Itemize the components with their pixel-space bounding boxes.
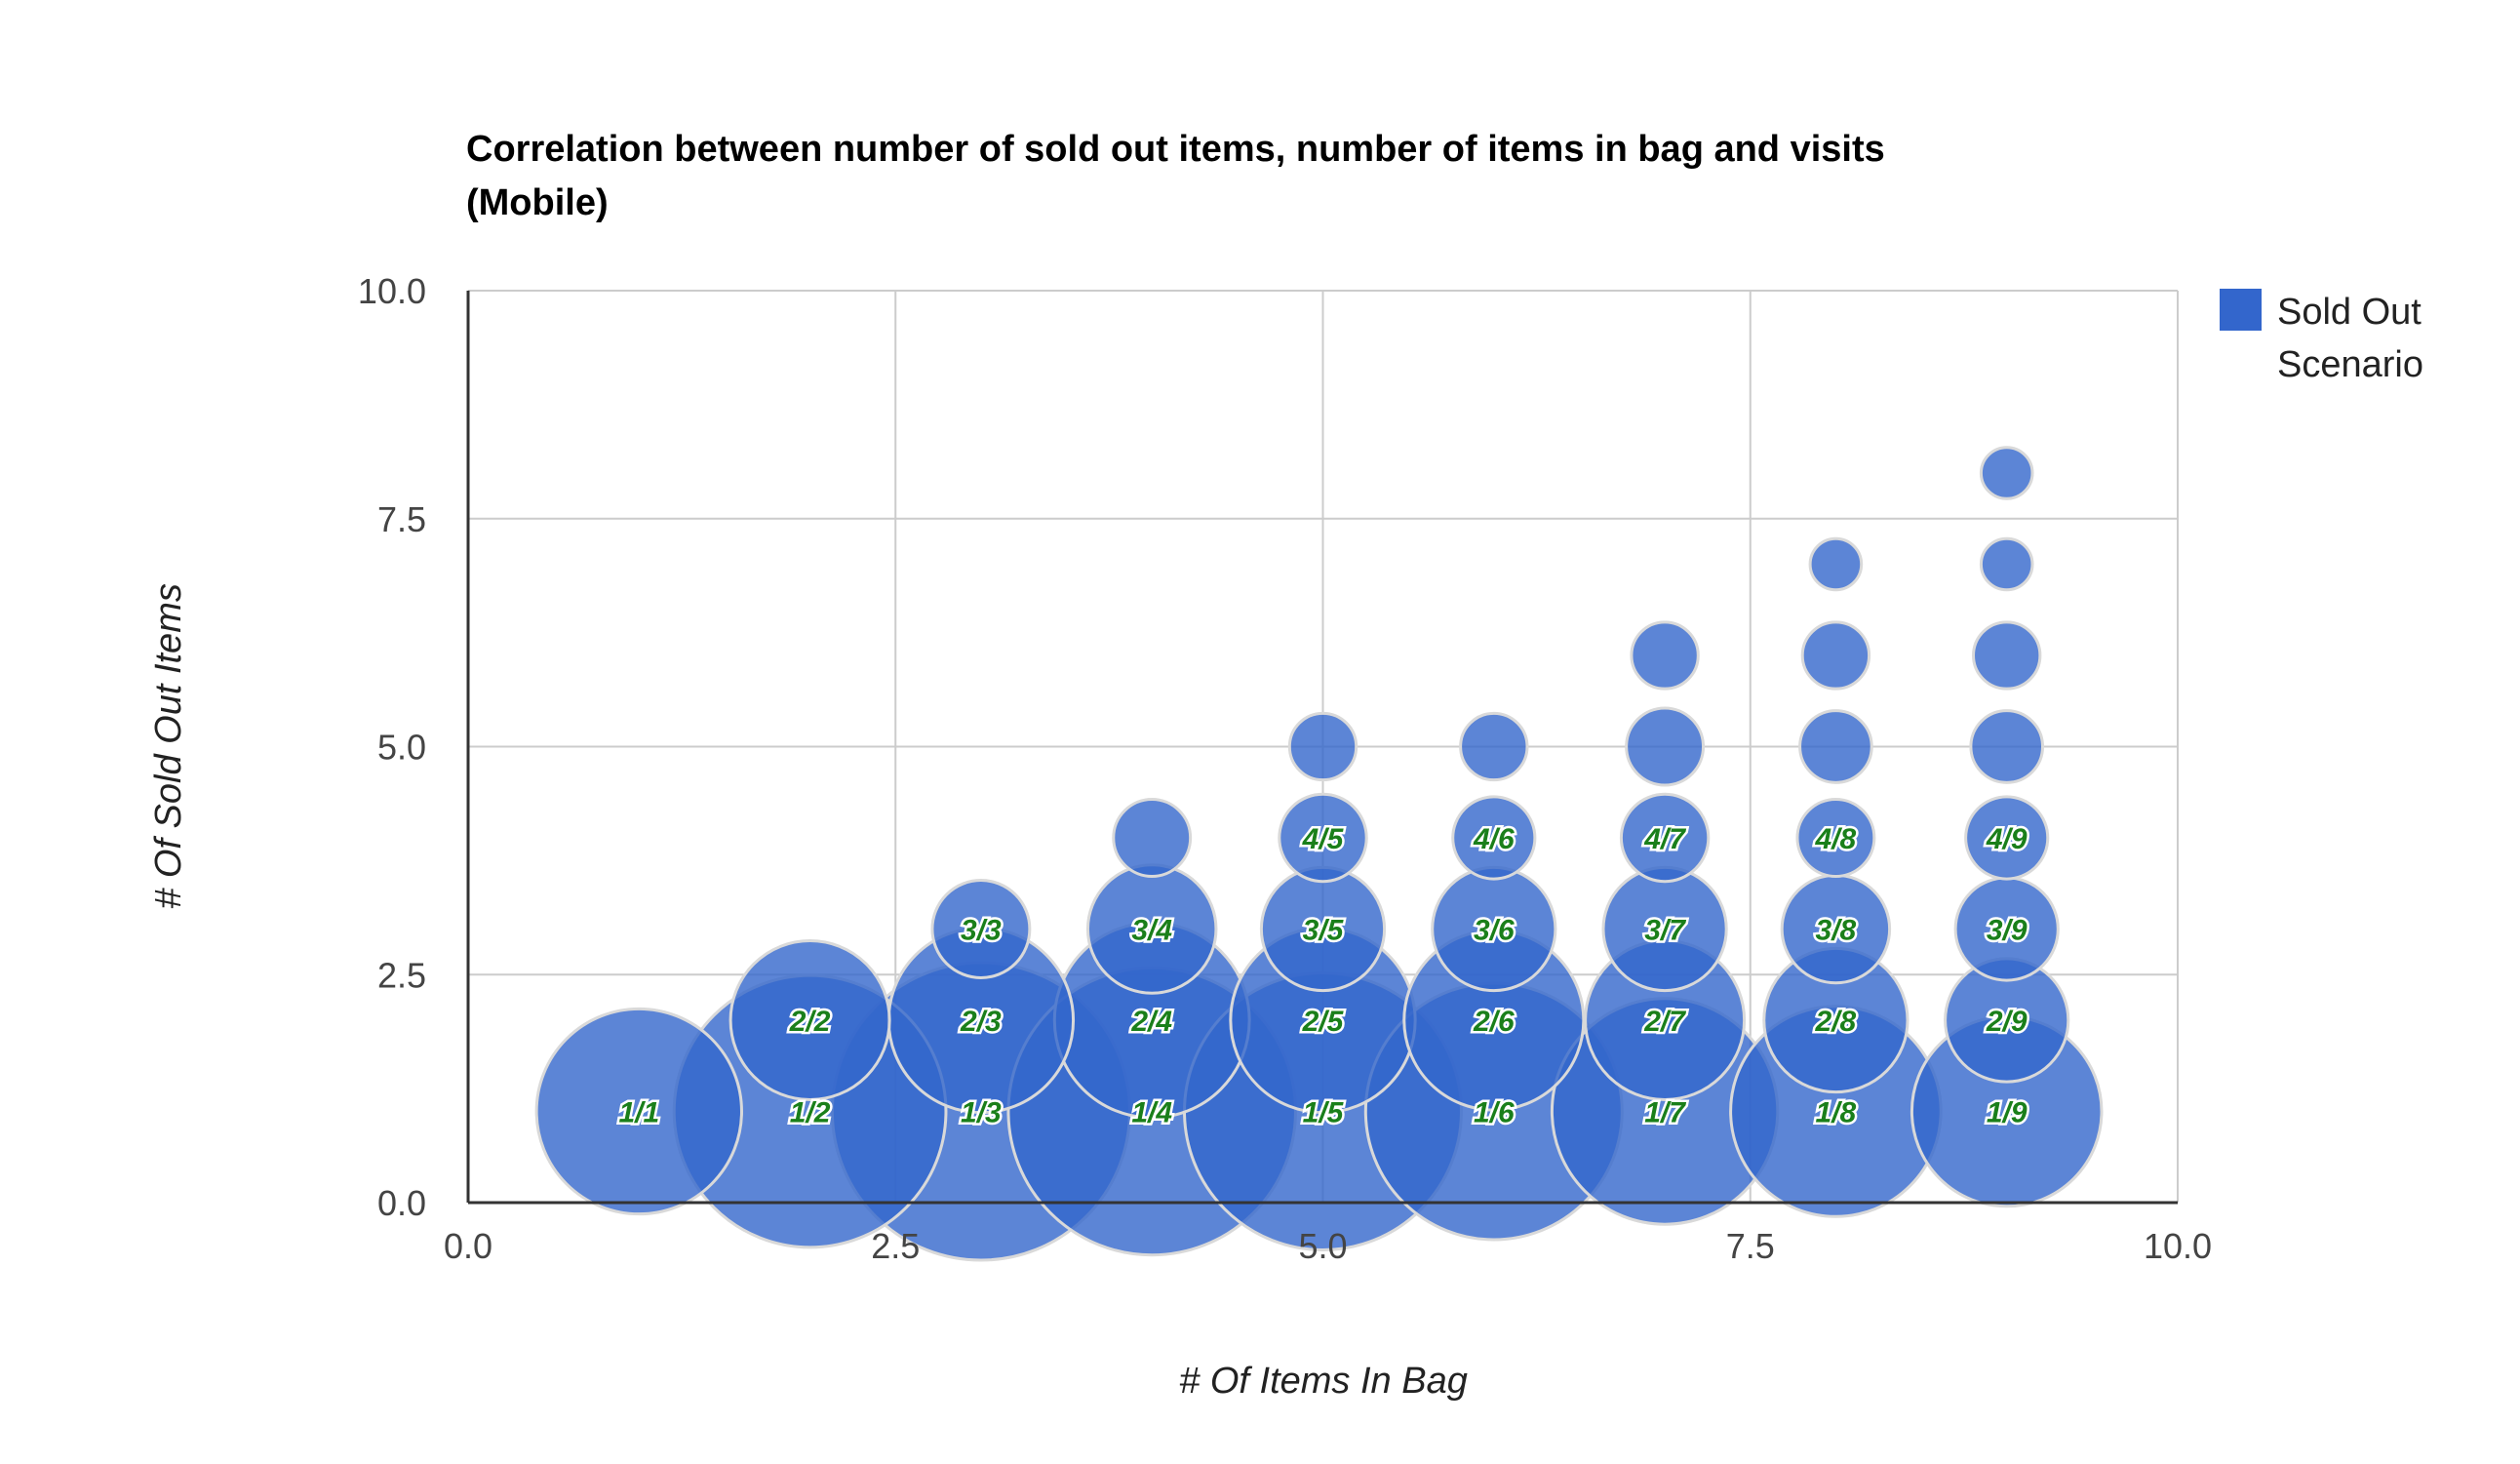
bubble-point[interactable] [1969, 709, 2045, 784]
bubble-point[interactable] [728, 938, 891, 1102]
bubble-point[interactable] [534, 1007, 743, 1216]
bubble-point[interactable] [1979, 446, 2034, 500]
bubble-point[interactable] [1287, 711, 1358, 782]
x-tick-label: 2.5 [871, 1226, 920, 1266]
y-tick-label: 7.5 [377, 499, 426, 539]
bubble-label: 3/9 [1987, 915, 2028, 947]
bubble-label: 1/4 [1131, 1097, 1172, 1129]
bubble-point[interactable] [1979, 536, 2034, 592]
chart-title-line-1: Correlation between number of sold out i… [466, 129, 1885, 170]
bubble-label: 1/6 [1474, 1097, 1515, 1129]
bubble-label: 2/7 [1643, 1006, 1686, 1038]
bubble-point[interactable] [1625, 706, 1706, 787]
bubble-label: 2/9 [1986, 1006, 2028, 1038]
y-tick-label: 2.5 [377, 955, 426, 995]
bubble-label: 1/1 [618, 1097, 659, 1129]
bubble-point[interactable] [1459, 711, 1529, 782]
bubble-label: 3/6 [1474, 915, 1515, 947]
axes [466, 291, 2178, 1205]
bubble-label: 3/4 [1131, 915, 1172, 947]
legend: Sold Out Scenario [2220, 289, 2423, 385]
legend-swatch [2220, 289, 2262, 331]
x-tick-label: 5.0 [1298, 1226, 1347, 1266]
bubble-label: 3/7 [1644, 915, 1686, 947]
chart-title-line-2: (Mobile) [466, 182, 609, 223]
bubble-point[interactable] [1619, 792, 1711, 884]
bubble-label: 4/6 [1473, 823, 1515, 855]
bubble-label: 2/6 [1473, 1006, 1515, 1038]
bubble-label: 1/3 [961, 1097, 1002, 1129]
y-axis-title: # Of Sold Out Items [148, 583, 189, 909]
bubble-label: 2/5 [1302, 1006, 1345, 1038]
bubble-label: 1/8 [1816, 1097, 1857, 1129]
bubble-point[interactable] [1795, 798, 1876, 878]
bubble-label: 1/7 [1644, 1097, 1686, 1129]
bubble-layer: 1/3 1/4 1/5 1/2 1/6 1/7 1/8 1/1 2/4 1/9 2/3 2/5 2/6 2… [534, 446, 2104, 1262]
bubble-point[interactable] [1630, 620, 1700, 691]
bubble-point[interactable] [1964, 795, 2050, 881]
bubble-point[interactable] [1451, 795, 1537, 881]
bubble-label: 3/8 [1816, 915, 1857, 947]
bubble-point[interactable] [930, 879, 1032, 979]
legend-label-line-2: Scenario [2277, 344, 2423, 385]
y-tick-label: 10.0 [358, 271, 426, 311]
x-tick-labels: 0.0 2.5 5.0 7.5 10.0 [444, 1226, 2212, 1266]
y-tick-labels: 0.0 2.5 5.0 7.5 10.0 [358, 271, 426, 1223]
bubble-label: 4/8 [1815, 823, 1857, 855]
x-tick-label: 0.0 [444, 1226, 492, 1266]
bubble-label: 2/8 [1815, 1006, 1857, 1038]
y-tick-label: 0.0 [377, 1183, 426, 1223]
bubble-label: 2/3 [960, 1006, 1002, 1038]
bubble-label: 4/9 [1986, 823, 2028, 855]
bubble-point[interactable] [1112, 798, 1193, 878]
bubble-label: 3/3 [961, 915, 1002, 947]
x-tick-label: 10.0 [2144, 1226, 2212, 1266]
bubble-label: 1/2 [790, 1097, 831, 1129]
bubble-point[interactable] [1808, 536, 1864, 592]
legend-label-line-1: Sold Out [2277, 292, 2422, 333]
bubble-point[interactable] [1278, 792, 1368, 884]
bubble-label: 4/7 [1643, 823, 1686, 855]
bubble-label: 2/4 [1130, 1006, 1172, 1038]
bubble-label: 1/5 [1303, 1097, 1345, 1129]
bubble-label: 2/2 [789, 1006, 831, 1038]
bubble-point[interactable] [1972, 620, 2042, 691]
x-tick-label: 7.5 [1726, 1226, 1775, 1266]
bubble-point[interactable] [1798, 709, 1873, 784]
bubble-label: 3/5 [1303, 915, 1345, 947]
x-axis-title: # Of Items In Bag [1179, 1361, 1468, 1402]
bubble-label: 4/5 [1302, 823, 1345, 855]
y-tick-label: 5.0 [377, 728, 426, 768]
bubble-point[interactable] [1800, 620, 1871, 691]
bubble-label: 1/9 [1987, 1097, 2028, 1129]
